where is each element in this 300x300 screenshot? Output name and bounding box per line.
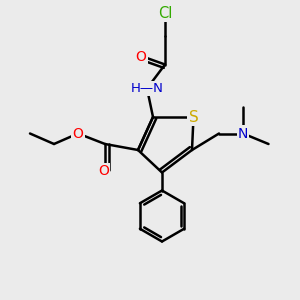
Text: O: O	[136, 50, 146, 64]
Text: O: O	[98, 164, 109, 178]
Text: O: O	[73, 127, 83, 140]
Text: H—N: H—N	[130, 82, 164, 95]
Text: N: N	[238, 127, 248, 140]
Text: S: S	[189, 110, 198, 124]
Text: Cl: Cl	[158, 6, 172, 21]
